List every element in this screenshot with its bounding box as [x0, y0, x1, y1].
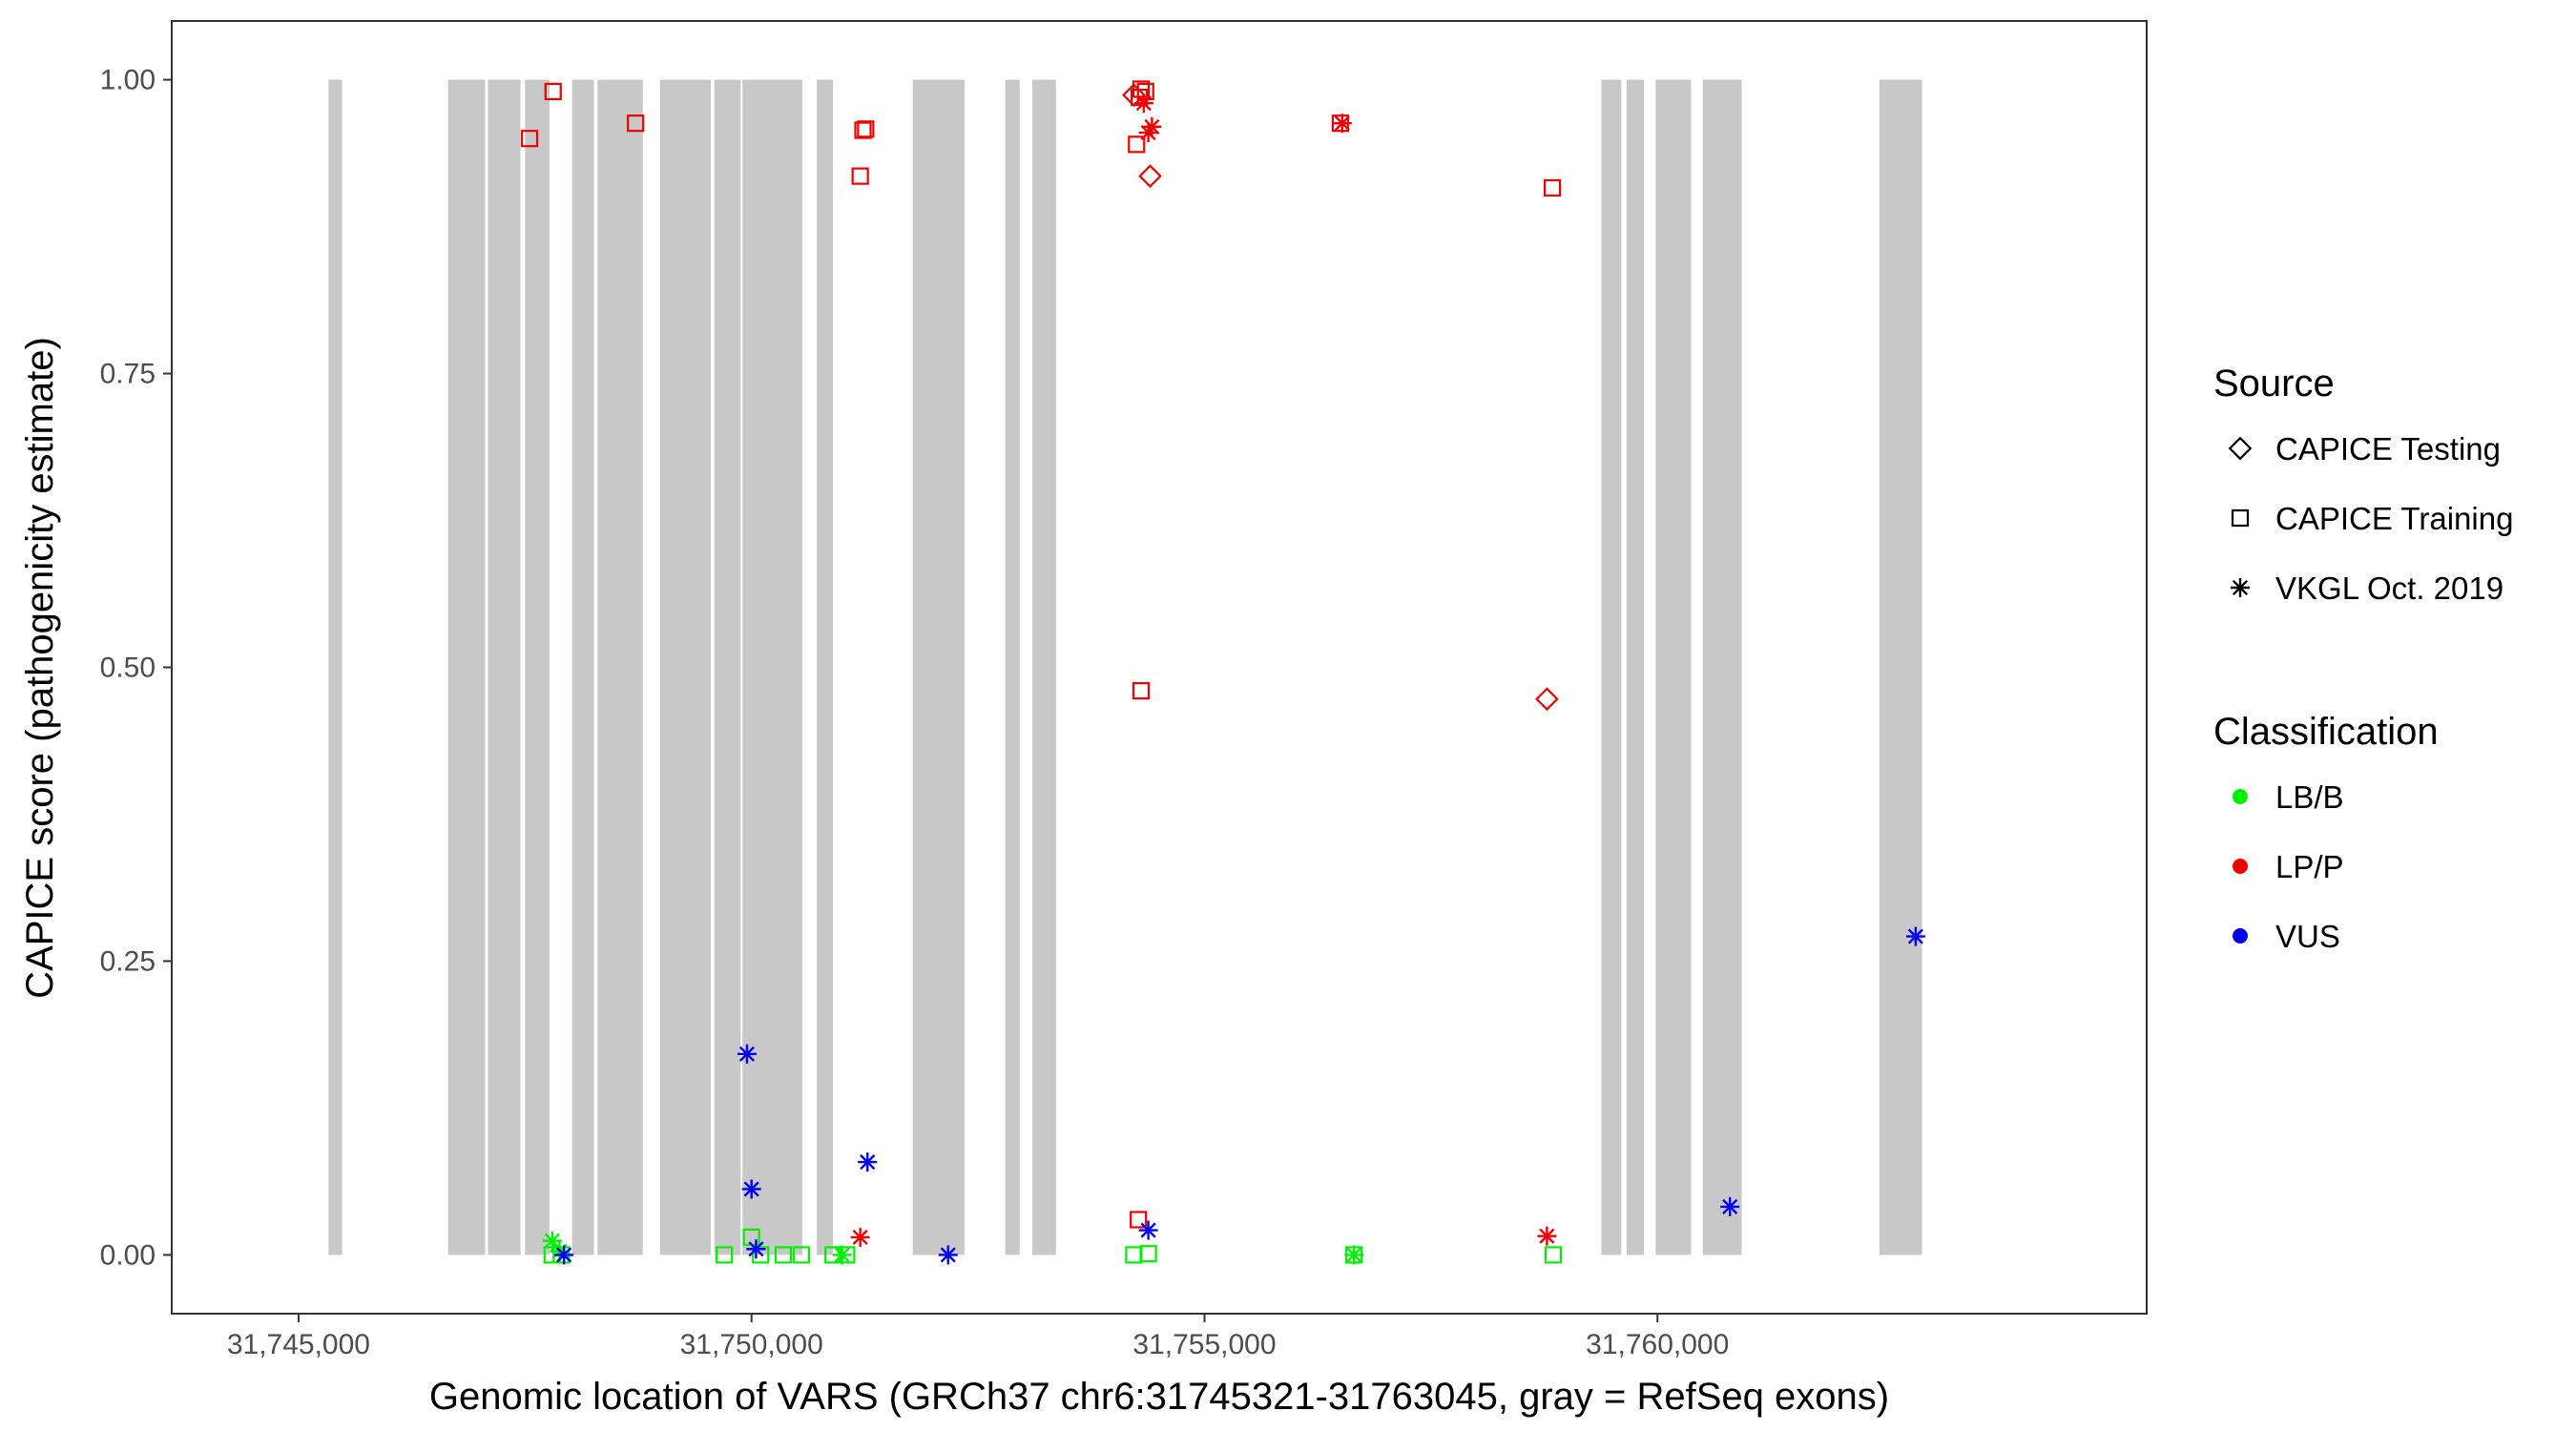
exon-band: [1032, 79, 1056, 1255]
point-asterisk-vus: [1138, 1220, 1158, 1240]
legend-source-label: CAPICE Training: [2275, 501, 2513, 536]
y-tick-label: 0.00: [100, 1239, 156, 1271]
exon-band: [714, 79, 741, 1255]
legend-asterisk-key: [2231, 578, 2250, 597]
exon-band: [1655, 79, 1692, 1255]
legend-source-label: CAPICE Testing: [2275, 431, 2501, 467]
y-tick-label: 1.00: [100, 65, 156, 96]
point-square-lpp: [857, 120, 875, 138]
legend-source-entries: CAPICE Testing CAPICE Training VKGL Oct. 2…: [2228, 431, 2513, 606]
x-tick-label: 31,760,000: [1586, 1329, 1729, 1360]
x-axis: 31,745,000 31,750,000 31,755,000 31,760,000: [227, 1314, 1729, 1360]
x-tick-label: 31,750,000: [680, 1329, 823, 1360]
exon-band: [912, 79, 965, 1255]
point-asterisk-lpp: [1133, 93, 1153, 114]
exon-bands: [328, 79, 1922, 1255]
exon-band: [659, 79, 711, 1255]
legend-square-key: [2231, 508, 2250, 528]
x-tick-label: 31,755,000: [1132, 1329, 1276, 1360]
point-asterisk-lbb: [1344, 1245, 1364, 1265]
exon-band: [525, 79, 550, 1255]
point-asterisk-lbb: [542, 1231, 562, 1251]
y-axis: 0.00 0.25 0.50 0.75 1.00: [100, 65, 172, 1271]
point-asterisk-vus: [858, 1152, 878, 1172]
point-asterisk-vus: [746, 1239, 766, 1259]
point-square-lpp: [544, 82, 562, 101]
exon-band: [597, 79, 643, 1255]
data-points: [520, 80, 1925, 1265]
exon-band: [1879, 79, 1922, 1255]
point-square-lpp: [1128, 135, 1146, 154]
point-square-lpp: [1132, 682, 1151, 700]
y-tick-label: 0.75: [100, 359, 156, 390]
exon-band: [571, 79, 594, 1255]
point-square-lpp: [851, 167, 869, 185]
point-square-lbb: [1544, 1246, 1563, 1264]
point-asterisk-lpp: [1142, 116, 1162, 136]
point-diamond-lpp: [1138, 164, 1162, 188]
point-square-lpp: [1136, 82, 1154, 101]
legend-source-title: Source: [2213, 363, 2335, 404]
point-square-lbb: [716, 1246, 734, 1264]
y-tick-label: 0.50: [100, 653, 156, 684]
point-square-lbb: [752, 1246, 770, 1264]
exon-band: [1626, 79, 1645, 1255]
legend-color-key: [2233, 928, 2248, 944]
point-asterisk-vus: [554, 1245, 574, 1265]
point-diamond-lpp: [1122, 83, 1146, 107]
point-square-lbb: [1139, 1245, 1157, 1263]
legend-classification-label: LP/P: [2275, 849, 2344, 884]
point-asterisk-lbb: [832, 1245, 852, 1265]
point-asterisk-lpp: [1537, 1226, 1557, 1246]
point-square-lpp: [520, 130, 539, 148]
point-square-lpp: [1544, 178, 1562, 197]
point-square-lpp: [854, 121, 872, 139]
legend-classification-label: VUS: [2275, 919, 2340, 954]
point-diamond-lpp: [1535, 687, 1559, 712]
exon-band: [447, 79, 486, 1255]
point-square-lbb: [774, 1246, 793, 1264]
point-asterisk-vus: [737, 1044, 757, 1064]
exon-band: [817, 79, 834, 1255]
legend-color-key: [2233, 859, 2248, 874]
legend: Source CAPICE Testing CAPICE Training VKGL…: [2213, 363, 2513, 954]
x-tick-label: 31,745,000: [227, 1329, 370, 1360]
exon-band: [742, 79, 802, 1255]
point-asterisk-lpp: [850, 1227, 870, 1247]
y-axis-title: CAPICE score (pathogenicity estimate): [19, 337, 61, 999]
legend-classification-title: Classification: [2213, 711, 2439, 753]
point-asterisk-vus: [1905, 926, 1925, 946]
point-asterisk-vus: [1720, 1196, 1740, 1216]
exon-band: [488, 79, 521, 1255]
point-square-lpp: [1130, 1211, 1148, 1229]
legend-classification-entries: LB/B LP/P VUS: [2233, 779, 2344, 954]
x-axis-title: Genomic location of VARS (GRCh37 chr6:31…: [429, 1376, 1889, 1418]
y-tick-label: 0.25: [100, 945, 156, 977]
legend-classification-label: LB/B: [2275, 779, 2344, 815]
legend-color-key: [2233, 789, 2248, 804]
exon-band: [1601, 79, 1622, 1255]
point-asterisk-lpp: [1332, 114, 1352, 134]
exon-band: [1702, 79, 1742, 1255]
legend-source-label: VKGL Oct. 2019: [2275, 570, 2503, 606]
point-square-lpp: [627, 114, 645, 133]
exon-band: [328, 79, 343, 1255]
point-asterisk-vus: [741, 1179, 761, 1199]
legend-diamond-key: [2228, 436, 2253, 461]
point-asterisk-vus: [938, 1245, 958, 1265]
point-square-lbb: [792, 1246, 811, 1264]
exon-band: [1005, 79, 1020, 1255]
